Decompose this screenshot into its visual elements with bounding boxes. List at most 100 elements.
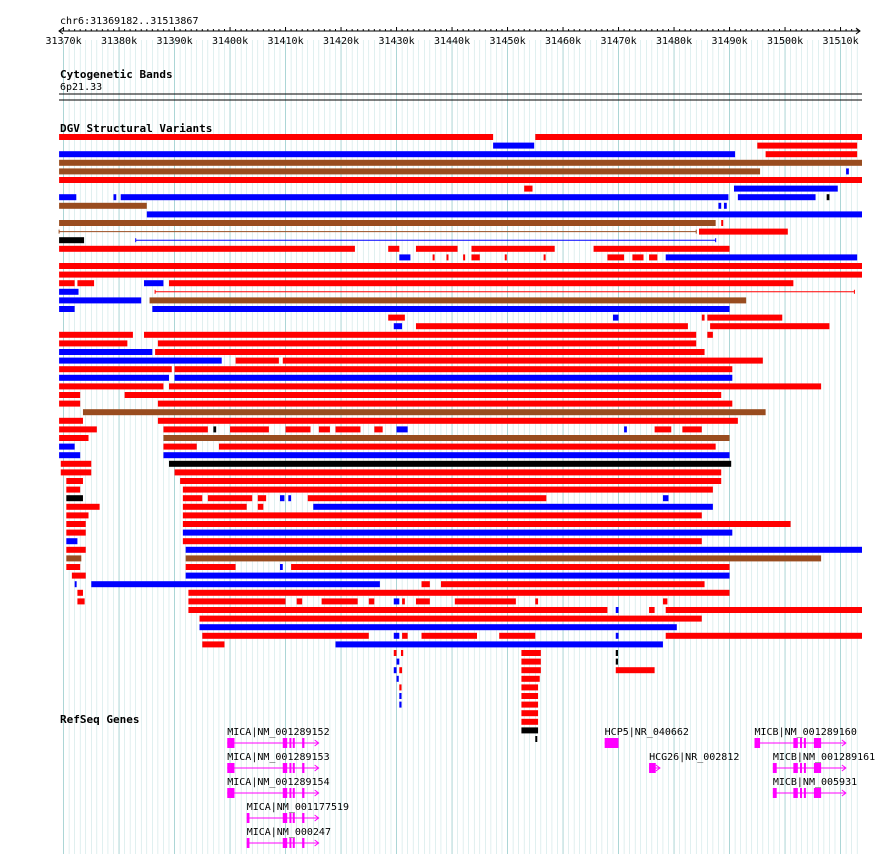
- dgv-variant[interactable]: [59, 288, 79, 295]
- dgv-variant[interactable]: [59, 392, 81, 398]
- dgv-variant[interactable]: [521, 701, 539, 708]
- dgv-variant[interactable]: [213, 426, 217, 433]
- dgv-variant[interactable]: [521, 727, 539, 734]
- dgv-variant[interactable]: [82, 409, 766, 416]
- dgv-variant[interactable]: [188, 598, 286, 605]
- dgv-variant[interactable]: [182, 495, 203, 502]
- ruler[interactable]: 31370k 31380k 31390k 31400k 31410k 31420k 3143…: [45, 27, 861, 47]
- dgv-variant[interactable]: [649, 254, 658, 261]
- dgv-variant[interactable]: [737, 194, 816, 201]
- dgv-variant[interactable]: [313, 503, 713, 510]
- dgv-variant[interactable]: [388, 314, 405, 321]
- dgv-variant[interactable]: [733, 185, 838, 192]
- dgv-variant[interactable]: [615, 650, 618, 656]
- dgv-variant[interactable]: [66, 529, 86, 536]
- dgv-variant[interactable]: [66, 521, 86, 527]
- dgv-variant[interactable]: [535, 736, 538, 742]
- dgv-variant[interactable]: [59, 245, 355, 252]
- dgv-variant[interactable]: [66, 538, 78, 545]
- dgv-variant[interactable]: [368, 598, 375, 605]
- dgv-variant[interactable]: [59, 349, 153, 355]
- dgv-variant[interactable]: [144, 280, 164, 287]
- dgv-variant[interactable]: [163, 435, 730, 441]
- dgv-variant[interactable]: [471, 254, 480, 261]
- dgv-variant[interactable]: [202, 641, 225, 648]
- dgv-variant[interactable]: [59, 435, 89, 441]
- dgv-variant[interactable]: [615, 667, 655, 674]
- dgv-variant[interactable]: [524, 185, 533, 192]
- dgv-variant[interactable]: [710, 323, 830, 330]
- dgv-variant[interactable]: [288, 495, 292, 502]
- dgv-variant[interactable]: [399, 701, 402, 708]
- dgv-variant[interactable]: [59, 374, 169, 381]
- gene-model[interactable]: HCG26|NR_002812: [649, 752, 739, 773]
- dgv-variant[interactable]: [66, 546, 86, 553]
- dgv-variant[interactable]: [71, 572, 86, 579]
- dgv-variant[interactable]: [721, 220, 724, 226]
- dgv-variant[interactable]: [846, 168, 849, 175]
- dgv-variant[interactable]: [163, 452, 730, 459]
- dgv-variant[interactable]: [654, 426, 672, 433]
- gene-model[interactable]: MICB|NM_005931: [772, 777, 857, 798]
- dgv-variant[interactable]: [182, 486, 713, 493]
- dgv-variant[interactable]: [521, 675, 540, 682]
- dgv-variant[interactable]: [415, 323, 688, 330]
- dgv-variant[interactable]: [59, 151, 736, 158]
- dgv-variant[interactable]: [454, 598, 516, 605]
- gene-model[interactable]: MICB|NM_001289161: [772, 752, 875, 773]
- dgv-variant[interactable]: [157, 417, 738, 424]
- dgv-variant[interactable]: [707, 331, 713, 338]
- dgv-variant[interactable]: [662, 495, 669, 502]
- dgv-variant[interactable]: [471, 245, 555, 252]
- dgv-variant[interactable]: [182, 538, 702, 545]
- dgv-variant[interactable]: [521, 667, 541, 674]
- dgv-variant[interactable]: [59, 400, 81, 407]
- dgv-variant[interactable]: [60, 469, 92, 476]
- dgv-variant[interactable]: [701, 314, 705, 321]
- dgv-variant[interactable]: [199, 615, 702, 622]
- dgv-variant[interactable]: [624, 426, 627, 433]
- dgv-variant[interactable]: [279, 564, 283, 570]
- dgv-variant[interactable]: [432, 254, 435, 261]
- dgv-variant[interactable]: [149, 297, 747, 304]
- dgv-variant[interactable]: [615, 632, 619, 639]
- dgv-variant[interactable]: [174, 374, 733, 381]
- dgv-variant[interactable]: [59, 426, 97, 433]
- dgv-variant[interactable]: [665, 254, 858, 261]
- dgv-variant[interactable]: [393, 667, 397, 674]
- dgv-variant[interactable]: [535, 134, 862, 140]
- dgv-variant[interactable]: [318, 426, 330, 433]
- dgv-variant[interactable]: [665, 632, 862, 639]
- dgv-variant[interactable]: [120, 194, 729, 201]
- dgv-variant[interactable]: [765, 151, 858, 158]
- dgv-variant[interactable]: [440, 581, 705, 588]
- dgv-variant[interactable]: [91, 581, 380, 588]
- dgv-variant[interactable]: [59, 306, 75, 312]
- dgv-variant[interactable]: [66, 478, 83, 484]
- dgv-variant[interactable]: [399, 667, 403, 674]
- dgv-variant[interactable]: [157, 340, 697, 347]
- dgv-variant[interactable]: [66, 495, 83, 502]
- dgv-variant[interactable]: [163, 426, 208, 433]
- dgv-variant[interactable]: [463, 254, 466, 261]
- dgv-variant[interactable]: [499, 632, 536, 639]
- dgv-variant[interactable]: [291, 564, 730, 570]
- dgv-variant[interactable]: [199, 624, 677, 631]
- dgv-variant[interactable]: [335, 641, 663, 648]
- dgv-variant[interactable]: [66, 486, 81, 493]
- dgv-variant[interactable]: [163, 443, 197, 450]
- dgv-variant[interactable]: [182, 529, 733, 536]
- dgv-variant[interactable]: [144, 331, 697, 338]
- dgv-variant[interactable]: [59, 383, 164, 390]
- dgv-variant[interactable]: [612, 314, 619, 321]
- dgv-variant[interactable]: [66, 512, 89, 519]
- dgv-variant[interactable]: [396, 675, 399, 682]
- dgv-variant[interactable]: [66, 564, 81, 570]
- dgv-variant[interactable]: [77, 589, 83, 596]
- dgv-variant[interactable]: [396, 426, 408, 433]
- dgv-variant[interactable]: [152, 306, 730, 312]
- dgv-variant[interactable]: [168, 280, 794, 287]
- dgv-variant[interactable]: [402, 598, 405, 605]
- dgv-variant[interactable]: [207, 495, 253, 502]
- dgv-variant[interactable]: [421, 632, 478, 639]
